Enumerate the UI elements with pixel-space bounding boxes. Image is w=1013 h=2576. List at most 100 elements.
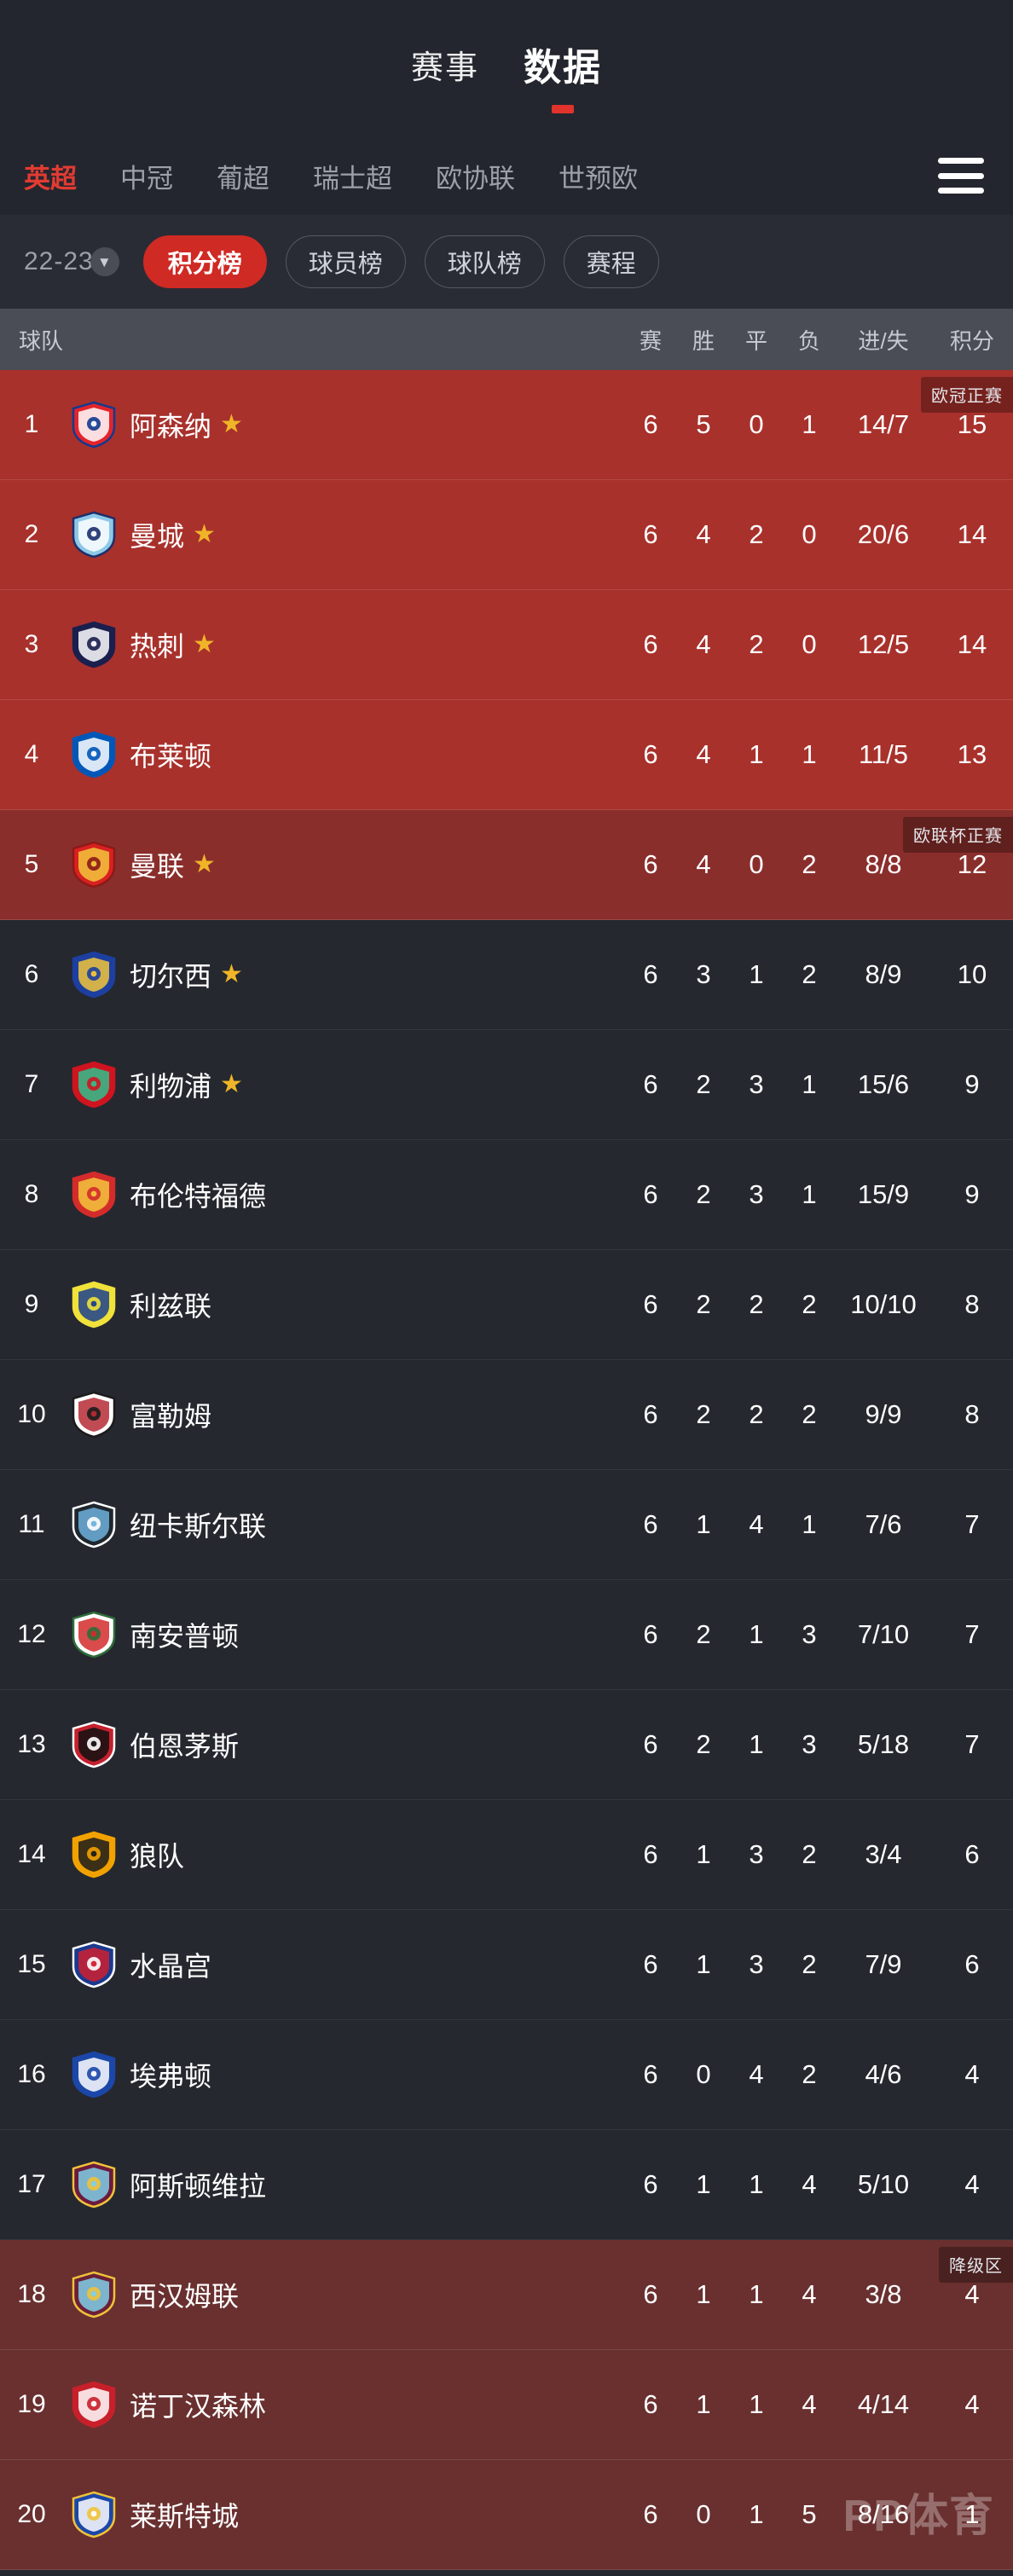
table-row[interactable]: 5 曼联 ★ 6 4 0 2 8/8 12 欧联杯正赛	[0, 810, 1013, 920]
row-team-cell[interactable]: 曼联 ★	[63, 841, 624, 889]
row-team-cell[interactable]: 西汉姆联	[63, 2271, 624, 2318]
team-crest-icon	[72, 731, 116, 779]
row-win: 1	[696, 1839, 711, 1869]
table-row[interactable]: 16 埃弗顿 6 0 4 2 4/6 4	[0, 2020, 1013, 2130]
row-team-cell[interactable]: 水晶宫	[63, 1941, 624, 1988]
row-draw: 0	[749, 849, 764, 879]
row-goals: 15/9	[857, 1179, 910, 1209]
league-item-swiss[interactable]: 瑞士超	[313, 157, 392, 195]
team-crest-icon	[72, 511, 116, 559]
league-item-cnl1[interactable]: 中冠	[120, 157, 173, 195]
pill-fixtures[interactable]: 赛程	[563, 235, 659, 288]
table-row[interactable]: 4 布莱顿 6 4 1 1 11/5 13	[0, 700, 1013, 810]
row-win: 5	[696, 409, 711, 439]
team-name: 纽卡斯尔联	[130, 1511, 267, 1542]
col-loss-header: 负	[797, 327, 820, 354]
row-draw: 4	[749, 1509, 764, 1539]
row-points: 4	[964, 2389, 980, 2419]
pill-player-rankings[interactable]: 球员榜	[285, 235, 406, 288]
league-item-primeira[interactable]: 葡超	[217, 157, 269, 195]
table-row[interactable]: 3 热刺 ★ 6 4 2 0 12/5 14	[0, 590, 1013, 700]
row-team-cell[interactable]: 布伦特福德	[63, 1171, 624, 1219]
row-team-cell[interactable]: 纽卡斯尔联	[63, 1501, 624, 1548]
table-row[interactable]: 13 伯恩茅斯 6 2 1 3 5/18 7	[0, 1690, 1013, 1800]
row-played: 6	[643, 629, 658, 659]
team-name: 狼队	[130, 1841, 185, 1872]
row-team-cell[interactable]: 狼队	[63, 1831, 624, 1878]
row-team-cell[interactable]: 利兹联	[63, 1281, 624, 1329]
table-row[interactable]: 20 莱斯特城 6 0 1 5 8/16 1	[0, 2460, 1013, 2570]
league-item-swiss-label: 瑞士超	[313, 163, 392, 194]
row-team-cell[interactable]: 曼城 ★	[63, 511, 624, 559]
team-crest-icon	[72, 1391, 116, 1439]
row-played: 6	[643, 2279, 658, 2309]
row-team-cell[interactable]: 切尔西 ★	[63, 951, 624, 999]
row-team-cell[interactable]: 诺丁汉森林	[63, 2381, 624, 2428]
table-row[interactable]: 7 利物浦 ★ 6 2 3 1 15/6 9	[0, 1030, 1013, 1140]
row-team-cell[interactable]: 伯恩茅斯	[63, 1721, 624, 1768]
league-item-epl[interactable]: 英超	[24, 157, 77, 195]
table-row[interactable]: 1 阿森纳 ★ 6 5 0 1 14/7 15 欧冠正赛	[0, 370, 1013, 480]
table-row[interactable]: 8 布伦特福德 6 2 3 1 15/9 9	[0, 1140, 1013, 1250]
row-goals: 4/6	[865, 2059, 902, 2089]
team-crest-icon	[72, 1831, 116, 1878]
row-draw: 1	[749, 2279, 764, 2309]
table-row[interactable]: 9 利兹联 6 2 2 2 10/10 8	[0, 1250, 1013, 1360]
league-item-wcq-uefa[interactable]: 世预欧	[559, 157, 638, 195]
table-row[interactable]: 2 曼城 ★ 6 4 2 0 20/6 14	[0, 480, 1013, 590]
table-row[interactable]: 19 诺丁汉森林 6 1 1 4 4/14 4	[0, 2350, 1013, 2460]
star-icon: ★	[220, 1070, 243, 1098]
row-team-cell[interactable]: 阿斯顿维拉	[63, 2161, 624, 2208]
hamburger-icon[interactable]	[938, 158, 984, 194]
team-name: 阿斯顿维拉	[130, 2171, 267, 2202]
row-team-cell[interactable]: 莱斯特城	[63, 2491, 624, 2538]
table-row[interactable]: 15 水晶宫 6 1 3 2 7/9 6	[0, 1910, 1013, 2020]
row-played: 6	[643, 2169, 658, 2199]
league-item-uecl[interactable]: 欧协联	[436, 157, 515, 195]
row-points: 7	[964, 1509, 980, 1539]
tab-data[interactable]: 数据	[524, 37, 602, 113]
row-goals: 8/8	[865, 849, 902, 879]
row-goals: 7/9	[865, 1949, 902, 1979]
row-goals: 4/14	[857, 2389, 910, 2419]
pill-team-rankings[interactable]: 球队榜	[424, 235, 545, 288]
team-crest-icon	[72, 401, 116, 449]
row-team-cell[interactable]: 埃弗顿	[63, 2051, 624, 2098]
zone-badge: 欧冠正赛	[921, 377, 1013, 413]
row-rank: 2	[24, 520, 39, 548]
table-row[interactable]: 6 切尔西 ★ 6 3 1 2 8/9 10	[0, 920, 1013, 1030]
pill-standings[interactable]: 积分榜	[142, 235, 267, 288]
row-loss: 2	[802, 959, 817, 989]
table-row[interactable]: 18 西汉姆联 6 1 1 4 3/8 4 降级区	[0, 2240, 1013, 2350]
row-team-cell[interactable]: 布莱顿	[63, 731, 624, 779]
row-team-cell[interactable]: 阿森纳 ★	[63, 401, 624, 449]
row-team-cell[interactable]: 热刺 ★	[63, 621, 624, 669]
row-win: 1	[696, 2169, 711, 2199]
row-team-cell[interactable]: 利物浦 ★	[63, 1061, 624, 1109]
row-loss: 2	[802, 1399, 817, 1429]
row-team-cell[interactable]: 南安普顿	[63, 1611, 624, 1658]
table-row[interactable]: 17 阿斯顿维拉 6 1 1 4 5/10 4	[0, 2130, 1013, 2240]
row-rank: 8	[24, 1180, 39, 1208]
team-name: 利兹联	[130, 1291, 212, 1322]
team-name: 莱斯特城	[130, 2501, 240, 2532]
row-win: 2	[696, 1069, 711, 1099]
row-rank: 9	[24, 1290, 39, 1318]
team-crest-icon	[72, 2161, 116, 2208]
row-team-cell[interactable]: 富勒姆	[63, 1391, 624, 1439]
table-row[interactable]: 10 富勒姆 6 2 2 2 9/9 8	[0, 1360, 1013, 1470]
row-played: 6	[643, 1399, 658, 1429]
team-name: 伯恩茅斯	[130, 1731, 240, 1762]
row-points: 1	[964, 2499, 980, 2529]
row-rank: 13	[17, 1730, 46, 1758]
table-row[interactable]: 12 南安普顿 6 2 1 3 7/10 7	[0, 1580, 1013, 1690]
team-name: 布莱顿	[130, 741, 212, 772]
table-row[interactable]: 11 纽卡斯尔联 6 1 4 1 7/6 7	[0, 1470, 1013, 1580]
row-loss: 2	[802, 2059, 817, 2089]
table-row[interactable]: 14 狼队 6 1 3 2 3/4 6	[0, 1800, 1013, 1910]
season-selector[interactable]: 22-23 ▼	[24, 247, 119, 276]
tab-events[interactable]: 赛事	[411, 41, 479, 96]
row-draw: 3	[749, 1069, 764, 1099]
league-item-epl-label: 英超	[24, 163, 77, 194]
pill-player-rankings-label: 球员榜	[308, 251, 383, 278]
